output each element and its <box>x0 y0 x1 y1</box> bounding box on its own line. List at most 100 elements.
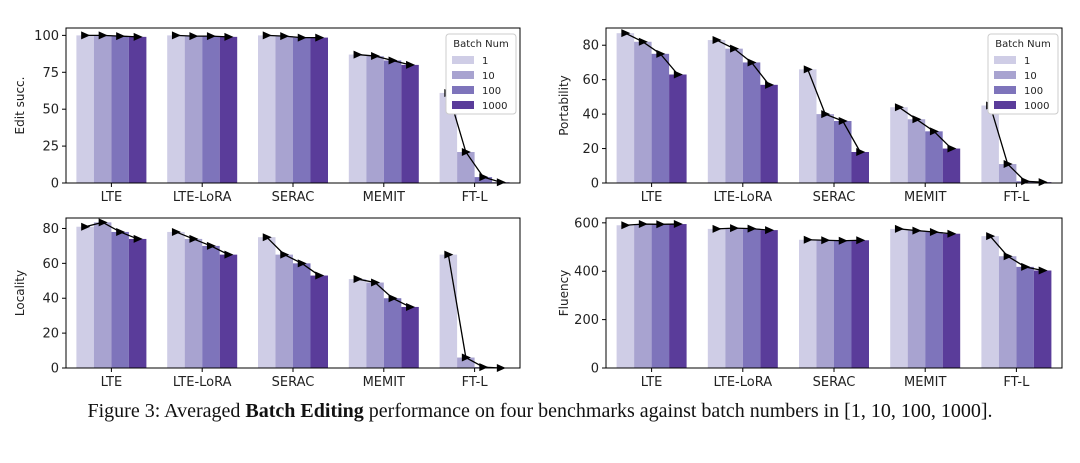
marker-serac-batch-1000 <box>315 33 325 42</box>
y-tick-label: 600 <box>574 216 599 231</box>
marker-serac-batch-100 <box>838 117 848 125</box>
marker-serac-batch-100 <box>297 33 307 42</box>
bar-memit-batch-10 <box>907 119 926 183</box>
y-tick-label: 0 <box>51 362 59 377</box>
bar-memit-batch-100 <box>383 60 402 184</box>
x-tick-label: MEMIT <box>904 375 946 390</box>
bar-lte-lora-batch-100 <box>742 62 761 183</box>
bar-ft-l-batch-1 <box>439 92 458 183</box>
marker-lte-batch-100 <box>116 227 126 236</box>
marker-ft-l-batch-100 <box>1021 262 1031 271</box>
bar-serac-batch-1000 <box>851 240 869 368</box>
legend-title: Batch Num <box>453 39 508 50</box>
bar-memit-batch-100 <box>925 131 943 183</box>
marker-lte-lora-batch-100 <box>747 224 757 233</box>
bar-lte-batch-1 <box>76 226 94 368</box>
legend-swatch-100 <box>452 86 474 94</box>
legend-label-1000: 1000 <box>1024 101 1049 112</box>
trend-line-memit <box>357 278 411 308</box>
marker-lte-batch-1000 <box>133 234 143 243</box>
marker-lte-lora-batch-1000 <box>765 80 775 89</box>
marker-lte-lora-batch-1 <box>171 31 181 40</box>
marker-ft-l-batch-10 <box>1003 252 1013 261</box>
bar-lte-lora-batch-10 <box>184 238 203 368</box>
marker-serac-batch-10 <box>280 250 290 259</box>
x-tick-label: SERAC <box>813 190 856 205</box>
bar-lte-batch-1000 <box>128 36 147 183</box>
marker-lte-lora-batch-1 <box>712 224 722 233</box>
x-tick-label: LTE-LoRA <box>713 190 772 205</box>
x-tick-label: MEMIT <box>363 190 405 205</box>
legend: Batch Num 1 10 100 1000 <box>987 33 1059 115</box>
chart-panel-1: 0 25 50 75 100 LTE LTE-LoRA SERAC MEMIT FT-L Edit … <box>13 27 521 205</box>
bar-lte-batch-100 <box>651 53 670 183</box>
marker-lte-lora-batch-1000 <box>224 32 234 41</box>
marker-memit-batch-100 <box>929 228 939 237</box>
legend-title: Batch Num <box>995 39 1050 50</box>
trend-line-lte <box>625 223 678 226</box>
y-tick-label: 40 <box>42 292 59 307</box>
legend-swatch-10 <box>452 71 474 79</box>
bar-lte-batch-10 <box>634 224 652 368</box>
marker-serac-batch-1000 <box>856 236 866 245</box>
x-tick-label: LTE-LoRA <box>173 375 232 390</box>
bar-lte-lora-batch-1 <box>707 228 726 368</box>
marker-lte-batch-1 <box>621 221 631 230</box>
legend-swatch-1000 <box>452 101 474 109</box>
marker-serac-batch-10 <box>280 32 290 41</box>
marker-lte-batch-100 <box>656 220 666 229</box>
marker-memit-batch-1 <box>894 103 904 112</box>
marker-memit-batch-10 <box>912 115 922 124</box>
y-tick-label: 80 <box>42 222 59 237</box>
bar-memit-batch-1 <box>348 54 367 183</box>
legend-swatch-1000 <box>994 101 1016 109</box>
x-tick-label: MEMIT <box>904 190 946 205</box>
bar-lte-lora-batch-1 <box>707 40 726 184</box>
legend-label-10: 10 <box>1024 71 1037 82</box>
marker-memit-batch-1 <box>353 50 363 59</box>
y-tick-label: 20 <box>42 327 59 342</box>
bar-lte-lora-batch-1000 <box>760 84 778 183</box>
x-tick-label: FT-L <box>462 375 489 390</box>
trend-line-memit <box>898 106 952 150</box>
marker-ft-l-batch-1000 <box>1038 178 1048 187</box>
bar-lte-batch-1000 <box>669 224 687 368</box>
y-tick-label: 50 <box>42 103 59 118</box>
y-tick-label: 0 <box>591 362 599 377</box>
marker-lte-lora-batch-100 <box>206 241 216 250</box>
marker-serac-batch-1 <box>262 31 272 40</box>
marker-ft-l-batch-100 <box>1021 177 1031 186</box>
y-axis-label: Edit succ. <box>13 77 27 135</box>
marker-lte-batch-10 <box>638 220 648 229</box>
marker-serac-batch-1 <box>262 233 272 242</box>
trend-line-lte <box>625 32 679 75</box>
bar-serac-batch-100 <box>293 37 311 183</box>
trend-line-lte <box>85 34 138 38</box>
bar-lte-batch-1000 <box>669 74 687 183</box>
marker-ft-l-batch-1 <box>986 232 996 241</box>
bar-ft-l-batch-100 <box>1016 266 1034 368</box>
bar-lte-batch-1 <box>76 35 94 183</box>
bar-lte-lora-batch-100 <box>202 36 220 184</box>
x-tick-label: LTE-LoRA <box>713 375 772 390</box>
trend-line-lte-lora <box>175 231 229 256</box>
bar-lte-batch-10 <box>93 222 112 368</box>
y-tick-label: 0 <box>51 177 59 192</box>
figure-caption: Figure 3: Averaged Batch Editing perform… <box>0 400 1080 423</box>
bar-lte-lora-batch-1000 <box>760 230 778 368</box>
marker-serac-batch-100 <box>838 236 848 245</box>
bar-lte-batch-1 <box>616 225 635 368</box>
bar-serac-batch-10 <box>816 114 834 183</box>
trend-line-lte-lora <box>716 39 770 86</box>
marker-ft-l-batch-1000 <box>496 178 506 187</box>
caption-prefix: Figure 3: Averaged <box>87 400 246 422</box>
marker-lte-batch-1 <box>81 31 91 40</box>
bar-memit-batch-1000 <box>401 306 419 368</box>
marker-ft-l-batch-100 <box>479 173 489 182</box>
trend-line-serac <box>266 34 320 39</box>
bar-serac-batch-1 <box>799 239 817 368</box>
marker-lte-batch-1 <box>81 222 91 231</box>
trend-line-ft-l <box>447 92 502 183</box>
marker-lte-batch-100 <box>656 49 666 58</box>
bar-ft-l-batch-1000 <box>1033 270 1052 368</box>
